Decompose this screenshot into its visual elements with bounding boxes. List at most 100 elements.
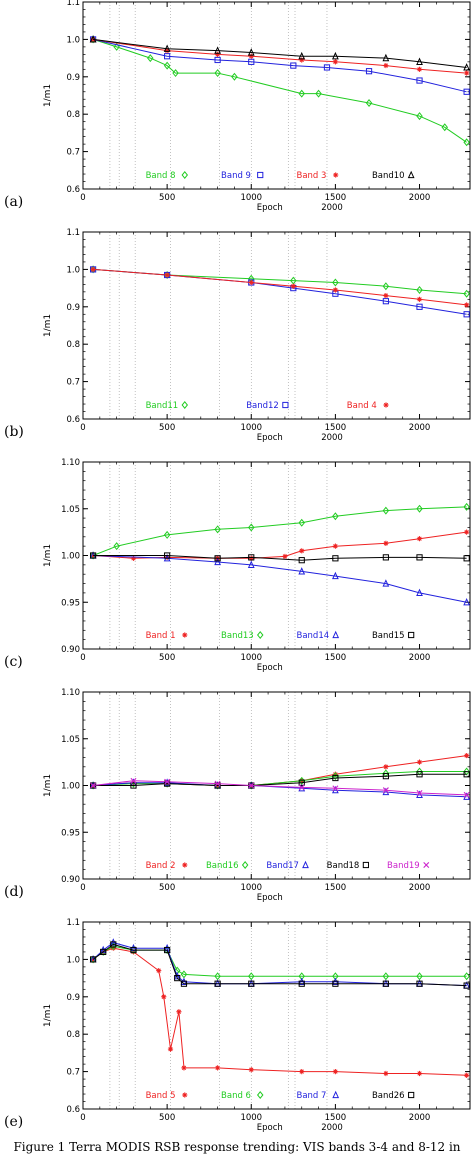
legend-entry: Band 9 [221, 171, 251, 181]
series-markers [90, 266, 470, 308]
data-point [416, 789, 423, 796]
plot-frame [82, 1, 471, 190]
data-point [382, 787, 389, 794]
legend-marker [408, 1091, 415, 1099]
data-point [416, 303, 423, 310]
y-tick-label: 1.05 [61, 505, 80, 515]
x-tick-label: 1500 [325, 653, 347, 663]
x-tick-label: 2000 [409, 423, 431, 433]
series-markers [89, 266, 470, 318]
legend-marker [241, 861, 249, 869]
data-point [215, 1065, 221, 1071]
data-point [416, 504, 423, 513]
data-point [464, 529, 470, 535]
data-point [89, 35, 97, 43]
x-axis-label-extra: 2000 [321, 203, 343, 213]
data-point [332, 571, 339, 580]
data-point [282, 553, 288, 560]
legend-marker [181, 171, 189, 179]
data-point [332, 51, 339, 60]
series-markers [89, 767, 470, 790]
y-tick-label: 0.8 [66, 110, 80, 120]
y-axis-label: 1/m1 [43, 1004, 53, 1027]
series-markers [89, 35, 470, 147]
legend-marker [423, 862, 430, 868]
x-axis-label: Epoch [257, 893, 283, 903]
data-point [247, 48, 255, 56]
y-tick-label: 0.7 [66, 1068, 80, 1078]
plot-frame [82, 231, 471, 420]
data-point [298, 980, 305, 987]
legend-marker [256, 1091, 264, 1099]
data-point [463, 311, 470, 318]
series-line [92, 38, 467, 93]
legend-marker [182, 1092, 188, 1098]
data-point [176, 1009, 182, 1015]
data-point [416, 296, 423, 302]
data-point [383, 292, 389, 299]
data-point [89, 956, 97, 963]
data-point [90, 266, 96, 272]
y-axis-label: 1/m1 [43, 544, 53, 567]
data-point [463, 138, 470, 147]
y-tick-label: 0.95 [61, 598, 80, 608]
data-point [463, 791, 470, 798]
y-tick-label: 0.9 [66, 303, 80, 313]
x-axis-label: Epoch [257, 1123, 283, 1133]
x-tick-label: 2000 [409, 1113, 431, 1123]
data-point [180, 980, 188, 987]
y-tick-label: 1.00 [61, 552, 80, 562]
data-point [172, 69, 179, 78]
series-markers [89, 941, 470, 989]
data-point [332, 543, 338, 549]
data-point [181, 1065, 187, 1071]
plot-frame [82, 921, 471, 1110]
legend-entry: Band19 [387, 861, 420, 871]
data-point [298, 557, 305, 564]
y-tick-label: 0.90 [61, 645, 80, 655]
series-markers [90, 945, 470, 1078]
data-point [90, 956, 96, 962]
legend-entry: Band14 [297, 631, 330, 641]
legend-marker [182, 862, 188, 868]
data-point [248, 523, 255, 532]
legend-entry: Band 1 [146, 631, 176, 641]
series-markers [89, 552, 470, 564]
data-point [323, 64, 331, 71]
data-point [382, 298, 389, 305]
x-tick-label: 0 [80, 653, 85, 663]
data-point [463, 771, 470, 778]
legend-marker [407, 170, 415, 179]
data-point [463, 289, 470, 298]
legend-entry: Band16 [206, 861, 239, 871]
x-tick-label: 0 [80, 1113, 85, 1123]
data-point [382, 554, 389, 561]
data-point [248, 58, 255, 65]
data-point [130, 555, 137, 561]
data-point [416, 536, 423, 542]
data-point [382, 980, 389, 987]
data-point [163, 44, 171, 52]
data-point [332, 287, 338, 293]
legend-marker [302, 860, 309, 869]
x-axis-label: Epoch [257, 433, 283, 443]
data-point [298, 784, 305, 791]
y-tick-label: 0.7 [66, 148, 80, 158]
series-markers [89, 265, 470, 298]
x-axis-label-extra: 2000 [321, 1123, 343, 1133]
data-point [89, 552, 97, 559]
legend-marker [408, 631, 415, 639]
data-point [214, 46, 221, 54]
legend-entry: Band18 [327, 861, 360, 871]
data-point [332, 512, 339, 521]
x-tick-label: 1500 [325, 423, 347, 433]
y-axis-label: 1/m1 [43, 774, 53, 797]
y-tick-label: 1.10 [61, 688, 80, 698]
data-point [464, 1072, 470, 1078]
data-point [315, 89, 322, 98]
data-point [164, 554, 170, 560]
data-point [382, 53, 390, 62]
data-point [298, 779, 305, 786]
x-tick-label: 2000 [409, 883, 431, 893]
